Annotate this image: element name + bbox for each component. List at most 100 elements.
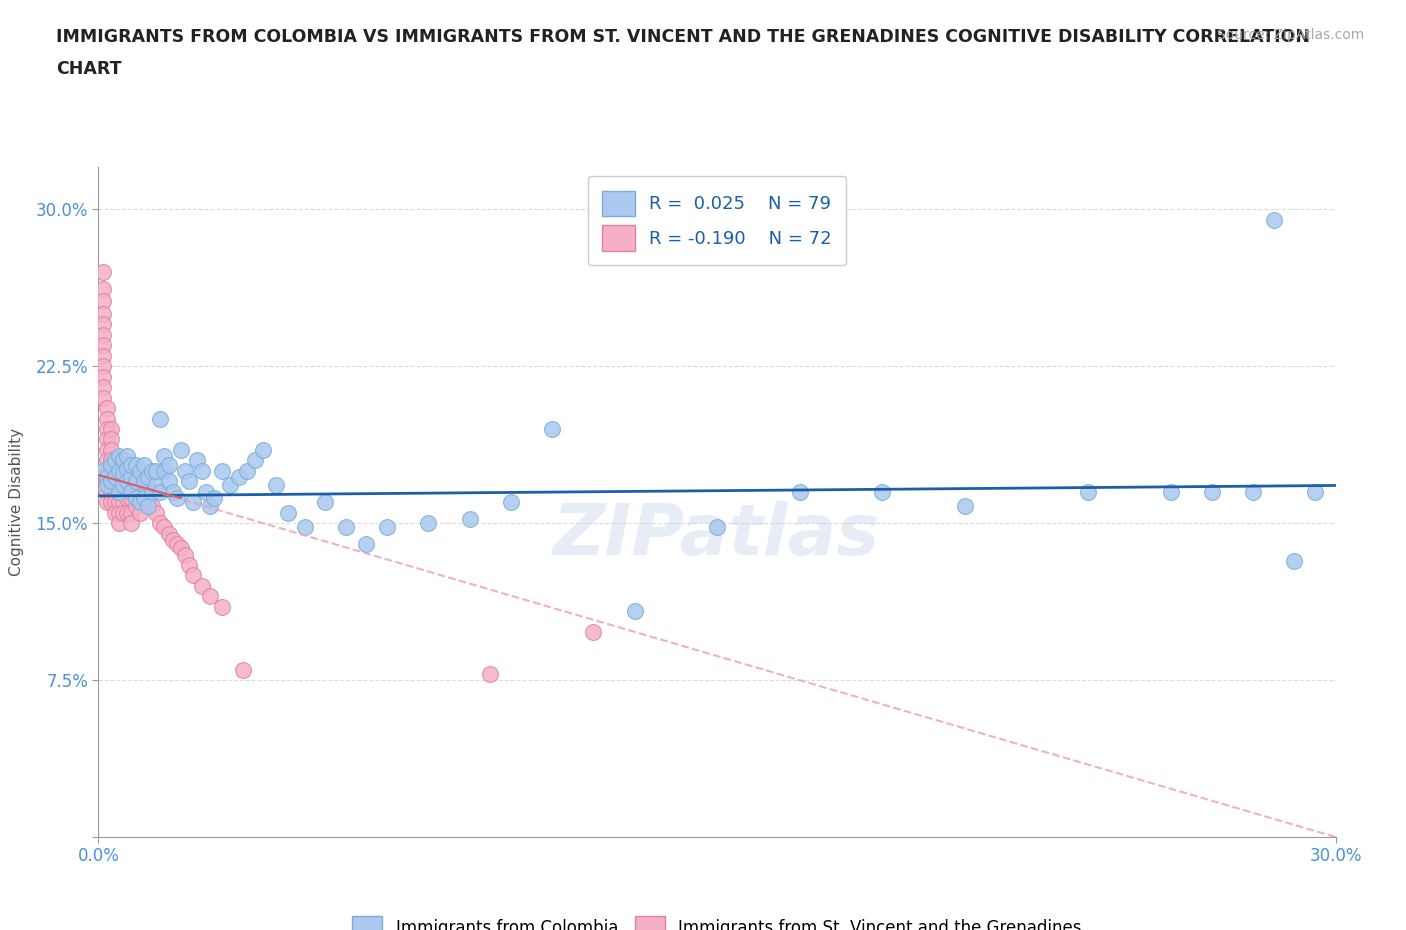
Point <box>706 520 728 535</box>
Point <box>104 453 127 468</box>
Point <box>104 505 127 520</box>
Point <box>104 485 127 499</box>
Point <box>96 411 118 426</box>
Point <box>170 541 193 556</box>
Point <box>232 662 254 677</box>
Point <box>145 478 167 493</box>
Point <box>112 495 135 510</box>
Point <box>128 463 150 478</box>
Point <box>870 485 893 499</box>
Point <box>108 516 131 531</box>
Point <box>181 568 204 583</box>
Point <box>219 478 242 493</box>
Point <box>211 600 233 615</box>
Point <box>1303 485 1326 499</box>
Point <box>479 666 502 681</box>
Point <box>112 466 135 481</box>
Point <box>145 505 167 520</box>
Point <box>149 516 172 531</box>
Point <box>953 499 976 514</box>
Point <box>117 491 139 506</box>
Point <box>108 485 131 499</box>
Point <box>294 520 316 535</box>
Point <box>174 463 197 478</box>
Point <box>108 463 131 478</box>
Point <box>124 458 146 472</box>
Point <box>108 495 131 510</box>
Point <box>149 485 172 499</box>
Point <box>162 485 184 499</box>
Point <box>243 453 266 468</box>
Point <box>179 474 201 489</box>
Point <box>96 421 118 436</box>
Point <box>198 499 221 514</box>
Point <box>128 491 150 506</box>
Point <box>100 421 122 436</box>
Point <box>190 578 212 593</box>
Point <box>128 505 150 520</box>
Point <box>186 453 208 468</box>
Point <box>96 453 118 468</box>
Point <box>100 458 122 472</box>
Point <box>335 520 357 535</box>
Point <box>120 458 142 472</box>
Text: ZIPatlas: ZIPatlas <box>554 501 880 570</box>
Point <box>91 265 114 280</box>
Point <box>582 625 605 640</box>
Point <box>541 421 564 436</box>
Point <box>141 485 163 499</box>
Point <box>181 495 204 510</box>
Point <box>91 349 114 364</box>
Point <box>100 495 122 510</box>
Point <box>1160 485 1182 499</box>
Point <box>112 478 135 493</box>
Point <box>117 461 139 476</box>
Point <box>136 491 159 506</box>
Point <box>120 505 142 520</box>
Text: CHART: CHART <box>56 60 122 78</box>
Point <box>1077 485 1099 499</box>
Point <box>136 470 159 485</box>
Point <box>100 474 122 489</box>
Point <box>91 369 114 384</box>
Point <box>128 474 150 489</box>
Point <box>141 499 163 514</box>
Point <box>120 485 142 499</box>
Text: Source: ZipAtlas.com: Source: ZipAtlas.com <box>1216 28 1364 42</box>
Point <box>499 495 522 510</box>
Point <box>153 520 176 535</box>
Point <box>100 453 122 468</box>
Point <box>141 463 163 478</box>
Point <box>132 458 155 472</box>
Point <box>132 474 155 489</box>
Point <box>120 491 142 506</box>
Point <box>157 474 180 489</box>
Point <box>91 327 114 342</box>
Point <box>166 491 188 506</box>
Point <box>120 470 142 485</box>
Point <box>162 532 184 547</box>
Point <box>108 505 131 520</box>
Point <box>356 537 378 551</box>
Point <box>100 432 122 447</box>
Point <box>194 485 217 499</box>
Point <box>458 512 481 526</box>
Point <box>789 485 811 499</box>
Point <box>314 495 336 510</box>
Point <box>120 516 142 531</box>
Point <box>136 499 159 514</box>
Point <box>91 463 114 478</box>
Point <box>117 505 139 520</box>
Point <box>100 463 122 478</box>
Point <box>100 443 122 458</box>
Point <box>1284 553 1306 568</box>
Point <box>120 478 142 493</box>
Point <box>202 491 225 506</box>
Point <box>104 470 127 485</box>
Point <box>96 443 118 458</box>
Point <box>153 463 176 478</box>
Point <box>112 485 135 499</box>
Point <box>100 485 122 499</box>
Legend: Immigrants from Colombia, Immigrants from St. Vincent and the Grenadines: Immigrants from Colombia, Immigrants fro… <box>343 906 1091 930</box>
Point <box>236 463 259 478</box>
